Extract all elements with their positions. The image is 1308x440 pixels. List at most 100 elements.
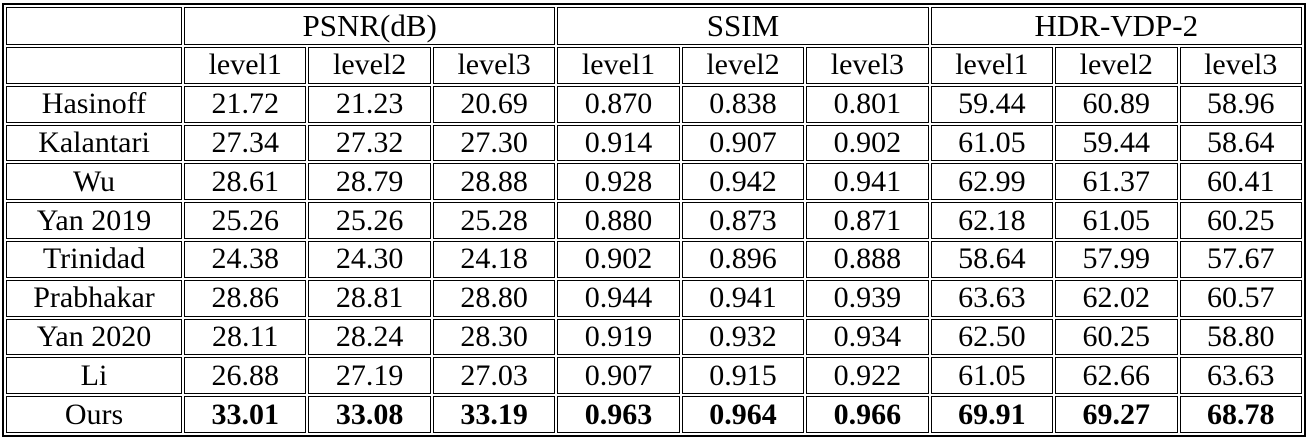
metric-value-cell: 0.838 [681, 85, 805, 123]
metric-value-cell: 63.63 [1179, 357, 1302, 395]
metric-value-cell: 28.88 [432, 163, 556, 201]
metric-value-cell: 21.72 [184, 85, 307, 123]
metric-value-cell: 28.79 [308, 163, 431, 201]
metric-value-cell: 0.888 [806, 240, 929, 278]
metric-value-cell: 33.01 [184, 396, 307, 433]
metric-group-header-ssim: SSIM [557, 7, 929, 45]
level-header: level3 [806, 46, 929, 84]
metric-value-cell: 0.871 [806, 202, 929, 239]
level-header: level2 [1055, 46, 1178, 84]
table-row: Li 26.88 27.19 27.03 0.907 0.915 0.922 6… [6, 357, 1302, 395]
results-table: PSNR(dB) SSIM HDR-VDP-2 level1 level2 le… [2, 3, 1306, 437]
metric-value-cell: 60.25 [1179, 202, 1302, 239]
metric-value-cell: 0.902 [557, 240, 680, 278]
metric-value-cell: 0.870 [557, 85, 680, 123]
metric-group-header-hdrvdp2: HDR-VDP-2 [930, 7, 1302, 45]
table-row: Yan 2019 25.26 25.26 25.28 0.880 0.873 0… [6, 202, 1302, 239]
metric-value-cell: 0.915 [681, 357, 805, 395]
metric-value-cell: 0.907 [557, 357, 680, 395]
method-name-cell: Li [6, 357, 182, 395]
table-row: level1 level2 level3 level1 level2 level… [6, 46, 1302, 84]
metric-value-cell: 61.05 [930, 357, 1054, 395]
metric-value-cell: 0.964 [681, 396, 805, 433]
method-name-cell: Kalantari [6, 124, 182, 162]
metric-value-cell: 25.26 [308, 202, 431, 239]
metric-value-cell: 28.81 [308, 279, 431, 317]
metric-value-cell: 33.08 [308, 396, 431, 433]
metric-value-cell: 28.61 [184, 163, 307, 201]
metric-value-cell: 28.30 [432, 318, 556, 356]
metric-value-cell: 25.28 [432, 202, 556, 239]
metric-value-cell: 59.44 [930, 85, 1054, 123]
metric-value-cell: 28.86 [184, 279, 307, 317]
metric-value-cell: 0.932 [681, 318, 805, 356]
metric-value-cell: 0.880 [557, 202, 680, 239]
level-header: level1 [184, 46, 307, 84]
method-name-cell: Ours [6, 396, 182, 433]
metric-value-cell: 60.57 [1179, 279, 1302, 317]
metric-value-cell: 26.88 [184, 357, 307, 395]
metric-value-cell: 24.30 [308, 240, 431, 278]
metric-value-cell: 62.66 [1055, 357, 1178, 395]
metric-value-cell: 27.03 [432, 357, 556, 395]
level-header: level2 [681, 46, 805, 84]
metric-value-cell: 57.99 [1055, 240, 1178, 278]
table-row: Yan 2020 28.11 28.24 28.30 0.919 0.932 0… [6, 318, 1302, 356]
metric-value-cell: 63.63 [930, 279, 1054, 317]
method-name-cell: Trinidad [6, 240, 182, 278]
level-header: level1 [930, 46, 1054, 84]
metric-value-cell: 0.873 [681, 202, 805, 239]
metric-group-header-psnr: PSNR(dB) [184, 7, 556, 45]
metric-value-cell: 0.966 [806, 396, 929, 433]
metric-value-cell: 0.801 [806, 85, 929, 123]
metric-value-cell: 68.78 [1179, 396, 1302, 433]
metric-value-cell: 62.02 [1055, 279, 1178, 317]
metric-value-cell: 0.919 [557, 318, 680, 356]
level-header: level3 [1179, 46, 1302, 84]
metric-value-cell: 27.19 [308, 357, 431, 395]
metric-value-cell: 69.91 [930, 396, 1054, 433]
level-header: level2 [308, 46, 431, 84]
method-name-cell: Hasinoff [6, 85, 182, 123]
metric-value-cell: 27.32 [308, 124, 431, 162]
metric-value-cell: 0.942 [681, 163, 805, 201]
metric-value-cell: 0.922 [806, 357, 929, 395]
table-row: Wu 28.61 28.79 28.88 0.928 0.942 0.941 6… [6, 163, 1302, 201]
metric-value-cell: 0.902 [806, 124, 929, 162]
metric-value-cell: 60.41 [1179, 163, 1302, 201]
corner-empty-cell [6, 7, 182, 45]
method-name-cell: Yan 2020 [6, 318, 182, 356]
metric-value-cell: 20.69 [432, 85, 556, 123]
method-name-cell: Prabhakar [6, 279, 182, 317]
metric-value-cell: 62.18 [930, 202, 1054, 239]
metric-value-cell: 58.80 [1179, 318, 1302, 356]
table-row: Trinidad 24.38 24.30 24.18 0.902 0.896 0… [6, 240, 1302, 278]
metric-value-cell: 61.05 [1055, 202, 1178, 239]
metric-value-cell: 28.80 [432, 279, 556, 317]
metric-value-cell: 28.24 [308, 318, 431, 356]
metric-value-cell: 69.27 [1055, 396, 1178, 433]
table-row-ours: Ours 33.01 33.08 33.19 0.963 0.964 0.966… [6, 396, 1302, 433]
metric-value-cell: 0.907 [681, 124, 805, 162]
metric-value-cell: 0.939 [806, 279, 929, 317]
level-header: level1 [557, 46, 680, 84]
metric-value-cell: 58.64 [930, 240, 1054, 278]
metric-value-cell: 59.44 [1055, 124, 1178, 162]
table-row: Kalantari 27.34 27.32 27.30 0.914 0.907 … [6, 124, 1302, 162]
metric-value-cell: 62.50 [930, 318, 1054, 356]
metric-value-cell: 0.944 [557, 279, 680, 317]
metric-value-cell: 58.64 [1179, 124, 1302, 162]
metric-value-cell: 0.941 [806, 163, 929, 201]
table-row: Hasinoff 21.72 21.23 20.69 0.870 0.838 0… [6, 85, 1302, 123]
metric-value-cell: 33.19 [432, 396, 556, 433]
metric-value-cell: 0.928 [557, 163, 680, 201]
metric-value-cell: 27.34 [184, 124, 307, 162]
table-row: PSNR(dB) SSIM HDR-VDP-2 [6, 7, 1302, 45]
metric-value-cell: 60.89 [1055, 85, 1178, 123]
metric-value-cell: 57.67 [1179, 240, 1302, 278]
metric-value-cell: 0.941 [681, 279, 805, 317]
metric-value-cell: 61.37 [1055, 163, 1178, 201]
metric-value-cell: 0.914 [557, 124, 680, 162]
metric-value-cell: 24.38 [184, 240, 307, 278]
